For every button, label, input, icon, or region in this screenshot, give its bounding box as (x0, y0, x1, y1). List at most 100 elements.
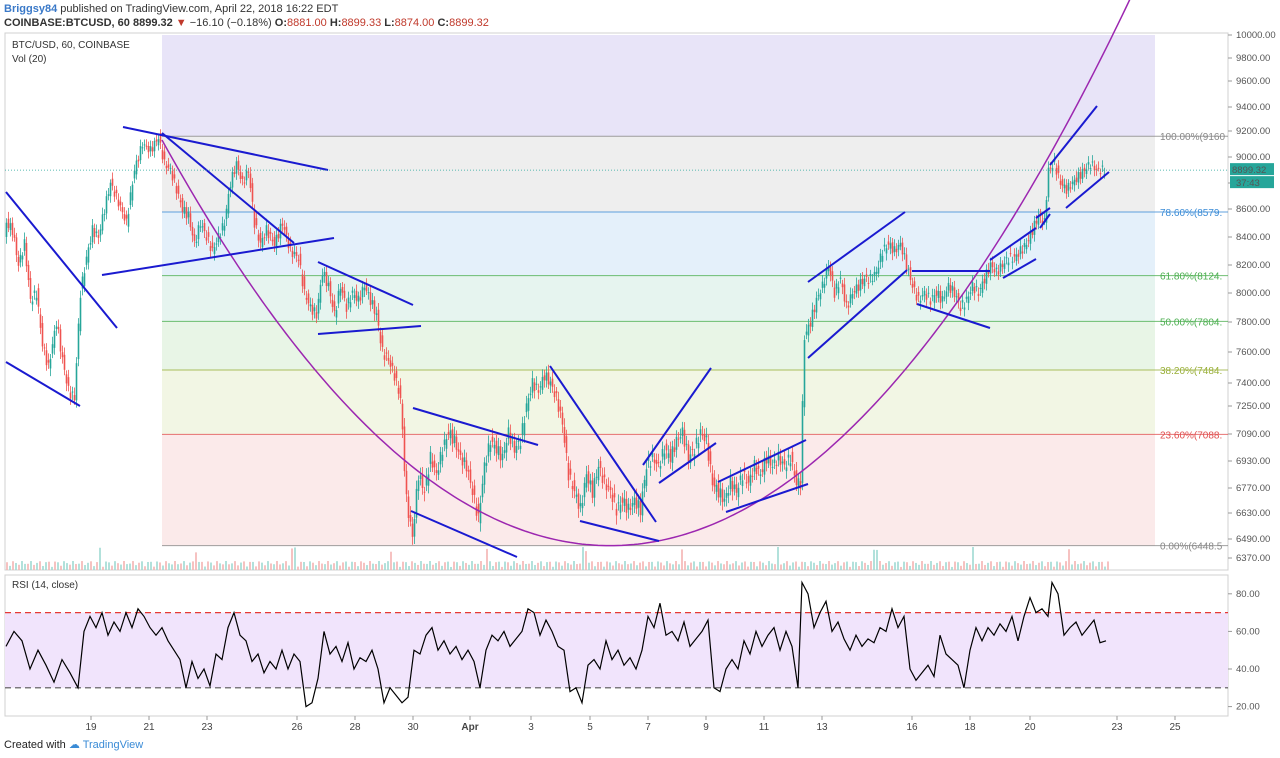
rsi-band (5, 612, 1228, 688)
candle-body (895, 248, 898, 253)
volume-bar (300, 561, 302, 570)
volume-bar (915, 562, 917, 570)
open-value: 8881.00 (287, 17, 327, 29)
volume-bar (534, 564, 536, 570)
candle-body (201, 226, 204, 228)
volume-bar (522, 561, 524, 570)
volume-bar (801, 561, 803, 570)
fib-zone (162, 136, 1155, 212)
volume-bar (237, 565, 239, 570)
candle-body (719, 488, 722, 498)
volume-bar (108, 562, 110, 570)
candle-body (981, 281, 984, 293)
volume-bar (312, 562, 314, 570)
price-tick-label: 7250.00 (1236, 401, 1270, 412)
candle-body (769, 455, 772, 466)
candle-body (505, 442, 508, 453)
price-chart[interactable]: 100.00%(916078.60%(8579.61.80%(8124.50.0… (0, 0, 1280, 740)
candle-body (973, 286, 976, 294)
tradingview-brand[interactable]: TradingView (82, 739, 144, 751)
candle-body (41, 323, 44, 347)
candle-body (1061, 179, 1064, 186)
candle-body (751, 475, 754, 477)
trendline (642, 367, 712, 466)
trendline (412, 407, 539, 446)
candle-body (55, 326, 58, 329)
candle-body (835, 283, 838, 289)
candle-body (1003, 263, 1006, 269)
candle-body (735, 484, 738, 493)
candle-body (785, 467, 788, 472)
candle-body (819, 293, 822, 300)
candle-body (85, 256, 88, 265)
candle-body (897, 244, 900, 250)
candle-body (415, 488, 418, 518)
volume-bar (417, 564, 419, 570)
price-tick-label: 7090.00 (1236, 429, 1270, 440)
volume-bar (117, 563, 119, 570)
volume-bar (432, 564, 434, 570)
candle-body (601, 475, 604, 483)
trendline (1049, 105, 1098, 166)
volume-bar (57, 562, 59, 570)
candle-body (589, 480, 592, 485)
candle-body (1051, 168, 1054, 172)
candle-body (45, 350, 48, 366)
candle-body (317, 298, 320, 314)
author-name[interactable]: Briggsy84 (4, 3, 58, 15)
volume-bar (126, 564, 128, 570)
volume-bar (216, 561, 218, 570)
fib-level-label: 61.80%(8124. (1160, 272, 1222, 283)
candle-body (695, 437, 698, 444)
candle-body (565, 436, 568, 453)
candle-body (885, 248, 888, 254)
volume-bar (987, 562, 989, 570)
candle-body (461, 457, 464, 466)
trendline (317, 325, 422, 335)
volume-bar (837, 561, 839, 570)
volume-bar (39, 561, 41, 570)
volume-bar (624, 561, 626, 570)
candle-body (691, 448, 694, 450)
candle-body (235, 161, 238, 174)
candle-body (389, 360, 392, 367)
volume-bar (702, 561, 704, 570)
volume-bar (636, 565, 638, 570)
candle-body (1025, 244, 1028, 250)
volume-bar (834, 563, 836, 570)
candle-body (839, 277, 842, 279)
volume-bar (960, 565, 962, 570)
candle-body (247, 171, 250, 173)
candle-body (237, 160, 240, 170)
price-tick-label: 7600.00 (1236, 347, 1270, 358)
volume-bar (519, 564, 521, 570)
fib-zone (162, 275, 1155, 322)
candle-body (25, 242, 28, 267)
candle-body (297, 259, 300, 261)
candle-body (29, 278, 32, 299)
candle-body (605, 484, 608, 491)
volume-bar (1092, 561, 1094, 570)
volume-bar (696, 566, 698, 570)
volume-bar (102, 566, 104, 570)
volume-bar (198, 561, 200, 570)
candle-body (991, 262, 994, 268)
volume-bar (411, 561, 413, 570)
volume-bar (1068, 549, 1070, 570)
volume-bar (579, 563, 581, 570)
candle-body (489, 445, 492, 452)
candle-body (165, 165, 168, 169)
volume-bar (879, 561, 881, 570)
volume-bar (798, 566, 800, 570)
candle-body (829, 267, 832, 276)
candle-body (861, 278, 864, 285)
volume-bar (291, 548, 293, 570)
candle-body (493, 444, 496, 449)
volume-bar (921, 561, 923, 570)
candle-body (993, 269, 996, 273)
volume-bar (945, 562, 947, 570)
candle-body (625, 498, 628, 513)
volume-bar (60, 565, 62, 570)
volume-bar (540, 561, 542, 570)
volume-bar (282, 563, 284, 570)
